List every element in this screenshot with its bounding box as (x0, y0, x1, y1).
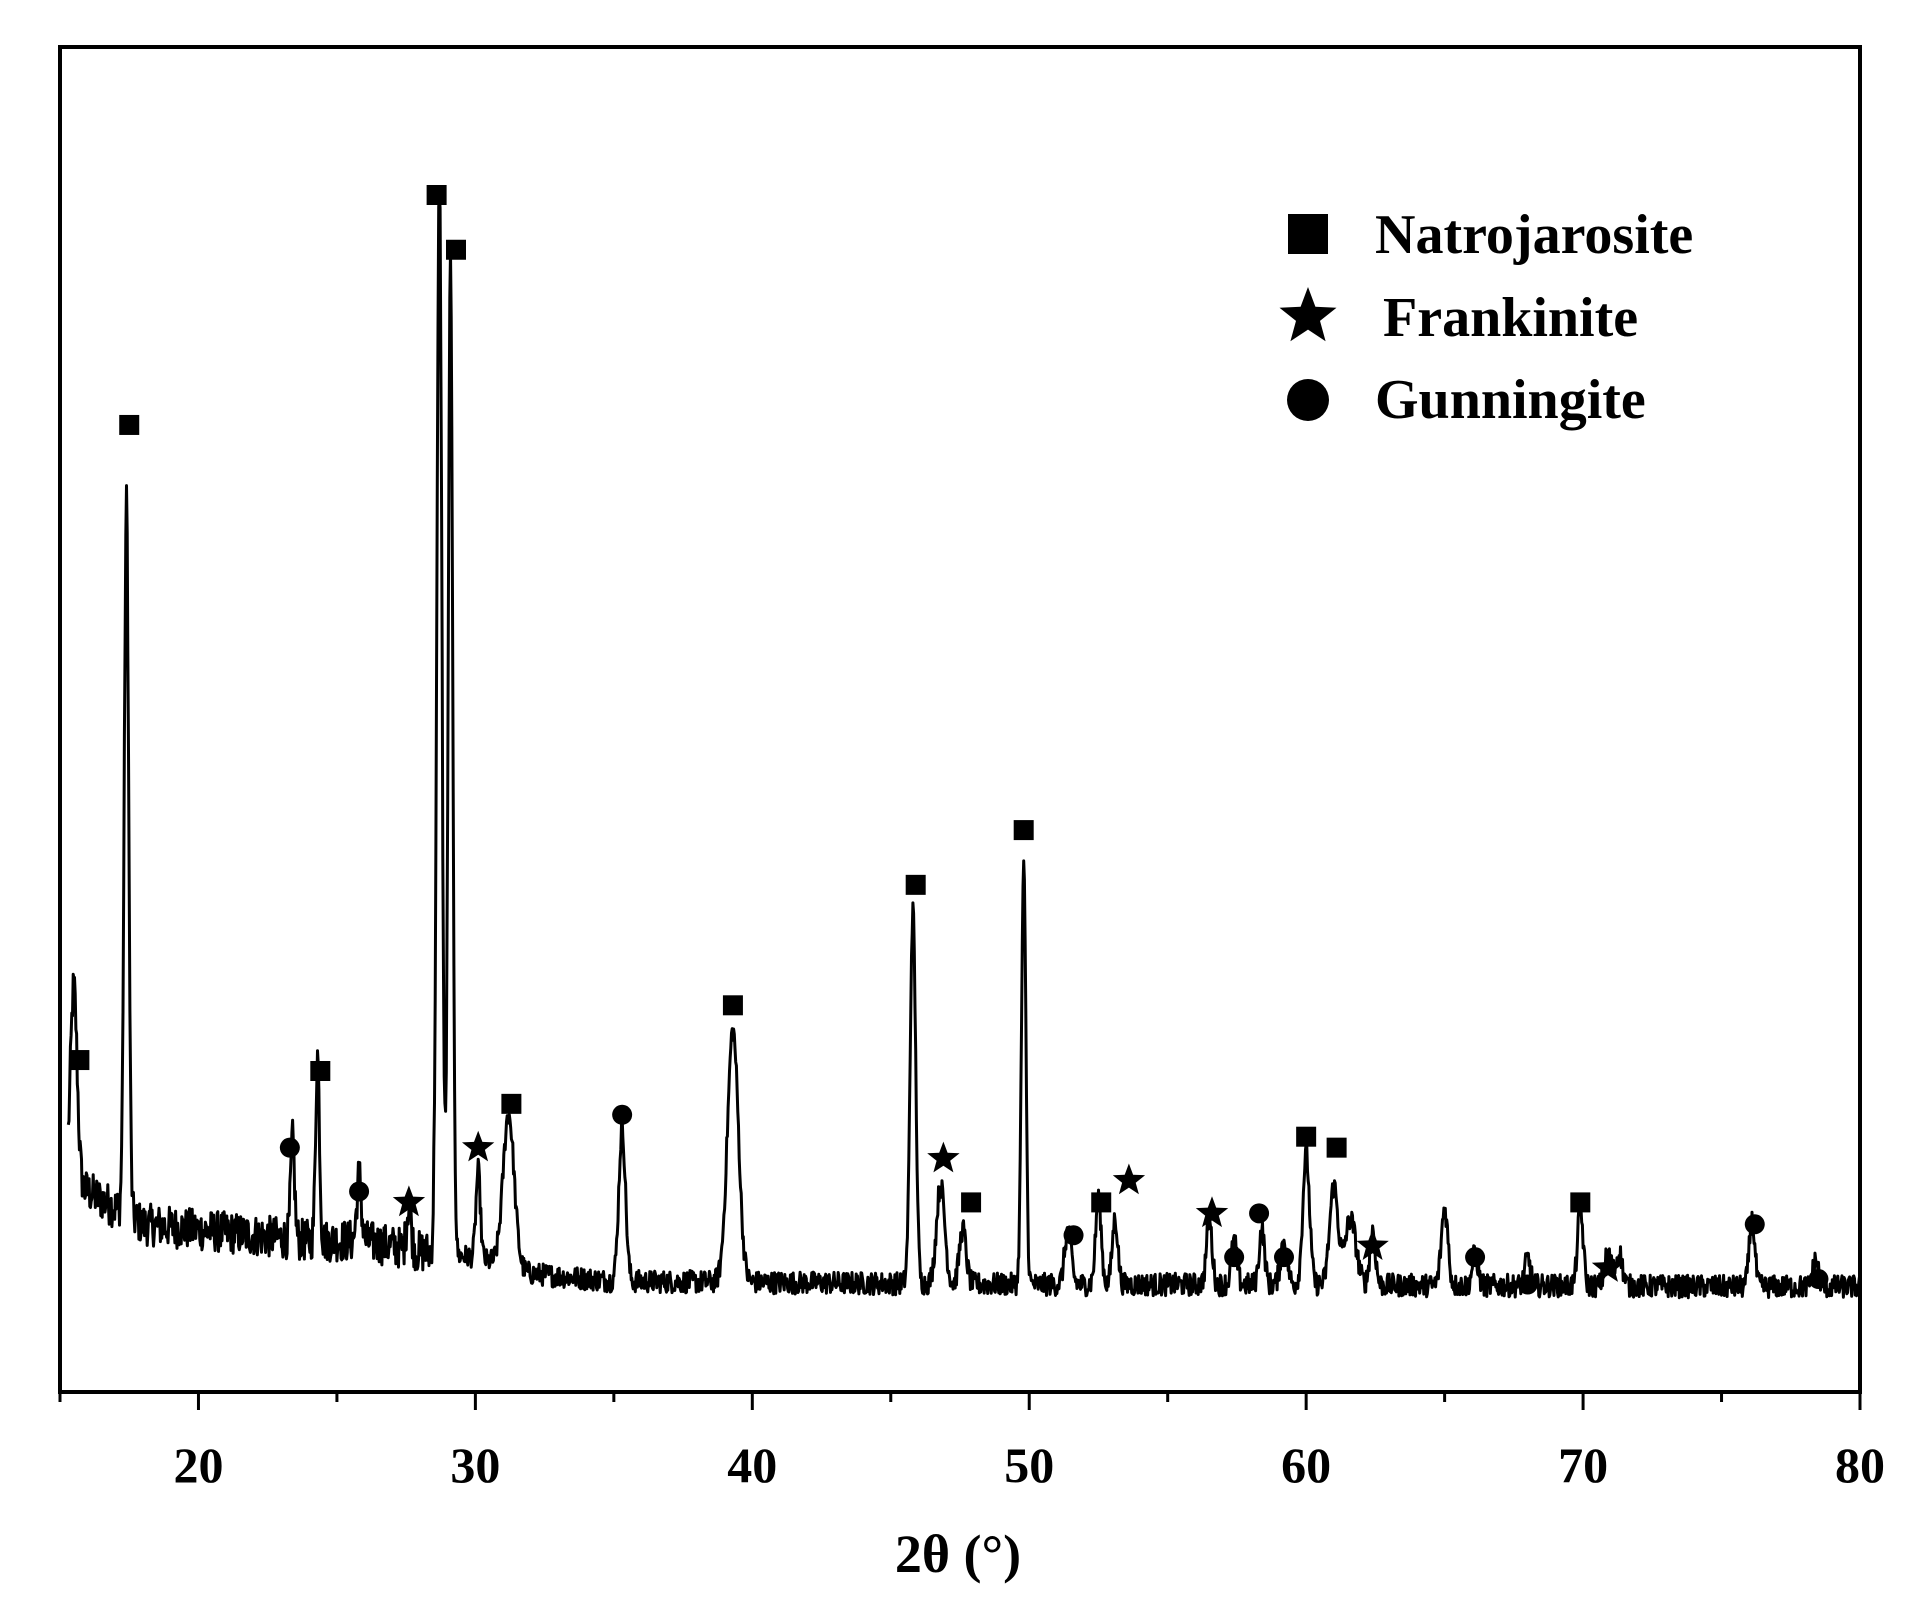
frankinite-marker (1356, 1229, 1389, 1260)
x-tick-label: 80 (1835, 1437, 1885, 1493)
xrd-pattern-line (66, 193, 1862, 1300)
gunningite-marker (1063, 1225, 1084, 1246)
legend-item-frankinite: Frankinite (1279, 287, 1638, 349)
peak-markers (69, 185, 1829, 1295)
gunningite-marker (1744, 1214, 1765, 1235)
frankinite-marker (1195, 1196, 1229, 1228)
legend-label-natrojarosite: Natrojarosite (1375, 204, 1693, 266)
legend: Natrojarosite Frankinite Gunningite (1279, 204, 1693, 431)
gunningite-marker (1808, 1269, 1829, 1290)
natrojarosite-marker (446, 239, 466, 260)
gunningite-marker (1517, 1274, 1538, 1295)
gunningite-marker (612, 1104, 633, 1125)
x-tick-label: 60 (1281, 1437, 1331, 1493)
gunningite-marker (349, 1181, 370, 1202)
frankinite-marker (462, 1130, 495, 1162)
natrojarosite-marker (69, 1050, 90, 1071)
gunningite-marker (1249, 1203, 1270, 1224)
natrojarosite-marker (501, 1093, 522, 1114)
frankinite-marker (1112, 1163, 1146, 1195)
natrojarosite-marker (1013, 820, 1034, 841)
natrojarosite-marker (1326, 1137, 1347, 1158)
natrojarosite-marker (905, 874, 926, 895)
natrojarosite-marker (1570, 1192, 1591, 1213)
frankinite-marker (927, 1141, 960, 1173)
x-axis: 20 30 40 50 60 70 80 (58, 1392, 1885, 1493)
gunningite-marker (1274, 1247, 1294, 1268)
plot-frame (58, 45, 1862, 1394)
natrojarosite-marker (1091, 1192, 1112, 1213)
circle-marker-icon (1287, 379, 1329, 421)
square-marker-icon (1288, 214, 1328, 254)
legend-item-gunningite: Gunningite (1287, 369, 1646, 431)
gunningite-marker (1224, 1247, 1245, 1268)
series-layer (66, 193, 1862, 1300)
natrojarosite-marker (426, 185, 447, 205)
legend-label-gunningite: Gunningite (1375, 369, 1646, 431)
legend-label-frankinite: Frankinite (1383, 287, 1638, 349)
gunningite-marker (279, 1137, 300, 1158)
legend-item-natrojarosite: Natrojarosite (1288, 204, 1693, 266)
natrojarosite-marker (119, 414, 140, 435)
natrojarosite-marker (1296, 1126, 1317, 1147)
natrojarosite-marker (310, 1061, 331, 1081)
x-tick-label: 50 (1004, 1437, 1054, 1493)
x-tick-label: 20 (173, 1437, 223, 1493)
x-axis-title: 2θ (°) (895, 1524, 1021, 1584)
gunningite-marker (1465, 1247, 1486, 1268)
x-tick-label: 70 (1558, 1437, 1608, 1493)
frankinite-marker (392, 1185, 426, 1217)
frankinite-marker (1591, 1251, 1625, 1282)
natrojarosite-marker (961, 1192, 982, 1213)
x-tick-label: 40 (727, 1437, 777, 1493)
natrojarosite-marker (722, 995, 743, 1016)
x-tick-label: 30 (450, 1437, 500, 1493)
star-marker-icon (1279, 287, 1337, 342)
